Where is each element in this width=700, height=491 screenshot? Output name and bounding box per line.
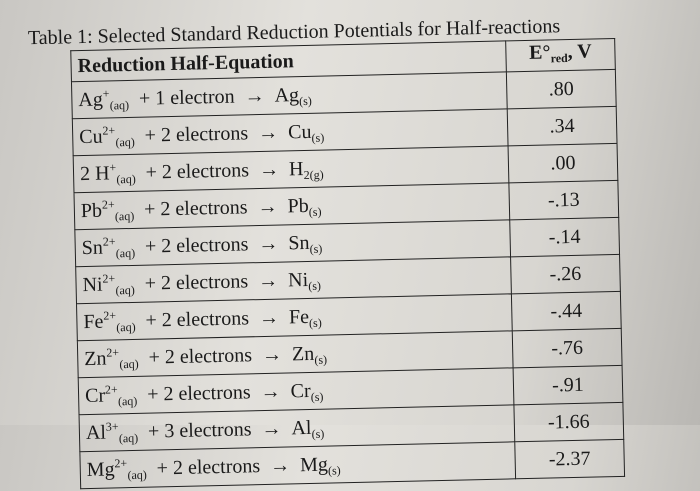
product-state: (s) <box>314 352 328 367</box>
charge: 2+ <box>102 234 116 249</box>
reactant-state: (aq) <box>119 356 139 372</box>
electrons: + 2 electrons <box>148 344 253 369</box>
electrons: + 1 electron <box>138 85 235 110</box>
electrons: + 3 electrons <box>147 418 252 443</box>
electrons: + 2 electrons <box>146 381 251 406</box>
potential-cell: .80 <box>506 69 617 109</box>
arrow: → <box>257 195 278 219</box>
reactant: Cr <box>84 384 106 408</box>
arrow: → <box>258 158 280 182</box>
reactant: Pb <box>80 199 103 223</box>
product-state: (s) <box>299 93 313 109</box>
potential-cell: -.26 <box>510 254 621 294</box>
potential-unit: , V <box>567 40 592 64</box>
reactant: Zn <box>84 347 107 371</box>
reactant-state: (aq) <box>115 245 136 261</box>
product: Ag <box>274 84 300 107</box>
product: Al <box>291 416 312 440</box>
product-state: (s) <box>309 241 323 256</box>
potential-cell: -.91 <box>513 365 623 405</box>
charge: 2+ <box>104 382 118 397</box>
arrow: → <box>257 121 279 145</box>
potential-cell: .00 <box>508 143 618 183</box>
product: Cr <box>290 379 311 403</box>
potential-cell: -1.66 <box>513 402 624 442</box>
product: H <box>288 158 304 181</box>
charge: 2+ <box>103 308 117 323</box>
reactant-state: (aq) <box>127 467 147 483</box>
arrow: → <box>258 306 280 330</box>
reactant-state: (aq) <box>115 134 135 150</box>
product: Sn <box>288 231 310 255</box>
reactant-state: (aq) <box>115 282 135 298</box>
potential-cell: -.13 <box>508 180 619 220</box>
product-state: (s) <box>311 426 325 441</box>
product: Mg <box>299 453 329 477</box>
product: Cu <box>287 120 312 144</box>
product-state: (s) <box>308 315 322 330</box>
arrow: → <box>260 380 281 404</box>
table-body: Ag+(aq) + 1 electron → Ag(s) .80 Cu2+(aq) + 2 … <box>71 69 625 489</box>
charge: 2+ <box>102 123 116 138</box>
electrons: + 2 electrons <box>156 455 261 480</box>
electrons: + 2 electrons <box>145 307 250 332</box>
reactant-state: (aq) <box>109 97 130 113</box>
reactant-state: (aq) <box>116 319 136 335</box>
reactant-state: (aq) <box>117 393 138 409</box>
electrons: + 2 electrons <box>145 159 250 184</box>
charge: 2+ <box>102 271 116 286</box>
potential-cell: .34 <box>507 106 618 146</box>
product-state: (s) <box>308 204 322 219</box>
product: Ni <box>287 268 309 292</box>
reactant-state: (aq) <box>114 208 135 224</box>
product-state: (s) <box>308 278 322 293</box>
reactant-state: (aq) <box>116 171 136 187</box>
reactant: 2 H <box>79 162 110 186</box>
header-potential: E°red, V <box>505 38 616 72</box>
reactant: Ag <box>78 88 104 112</box>
potential-symbol: E° <box>528 41 551 64</box>
potential-cell: -2.37 <box>514 439 625 479</box>
product-state: (s) <box>327 463 341 478</box>
electrons: + 2 electrons <box>144 233 249 258</box>
arrow: → <box>261 343 283 367</box>
product-state: 2(g) <box>303 167 324 183</box>
potential-sub: red <box>550 51 568 66</box>
product: Pb <box>287 194 309 218</box>
arrow: → <box>261 417 282 441</box>
arrow: → <box>257 269 279 293</box>
charge: 3+ <box>105 419 119 434</box>
page: Table 1: Selected Standard Reduction Pot… <box>28 15 625 489</box>
charge: 2+ <box>101 197 115 212</box>
electrons: + 2 electrons <box>144 270 249 295</box>
product: Fe <box>288 305 310 329</box>
arrow: → <box>269 454 291 477</box>
product-state: (s) <box>311 130 325 145</box>
potential-cell: -.76 <box>512 328 623 368</box>
reactant-state: (aq) <box>118 430 139 446</box>
reactant: Fe <box>83 310 104 334</box>
reactant: Sn <box>81 236 104 260</box>
potentials-table: Reduction Half-Equation E°red, V Ag+(aq)… <box>70 38 625 489</box>
product: Zn <box>291 342 315 366</box>
charge: 2+ <box>106 345 120 360</box>
electrons: + 2 electrons <box>144 122 249 147</box>
potential-cell: -.14 <box>509 217 620 257</box>
potential-cell: -.44 <box>511 291 622 331</box>
charge: 2+ <box>114 456 128 471</box>
product-state: (s) <box>310 389 324 404</box>
arrow: → <box>244 84 265 108</box>
reactant: Ni <box>82 273 103 297</box>
arrow: → <box>258 232 279 256</box>
reactant: Cu <box>78 125 103 149</box>
electrons: + 2 electrons <box>143 196 248 221</box>
reactant: Mg <box>86 458 115 482</box>
